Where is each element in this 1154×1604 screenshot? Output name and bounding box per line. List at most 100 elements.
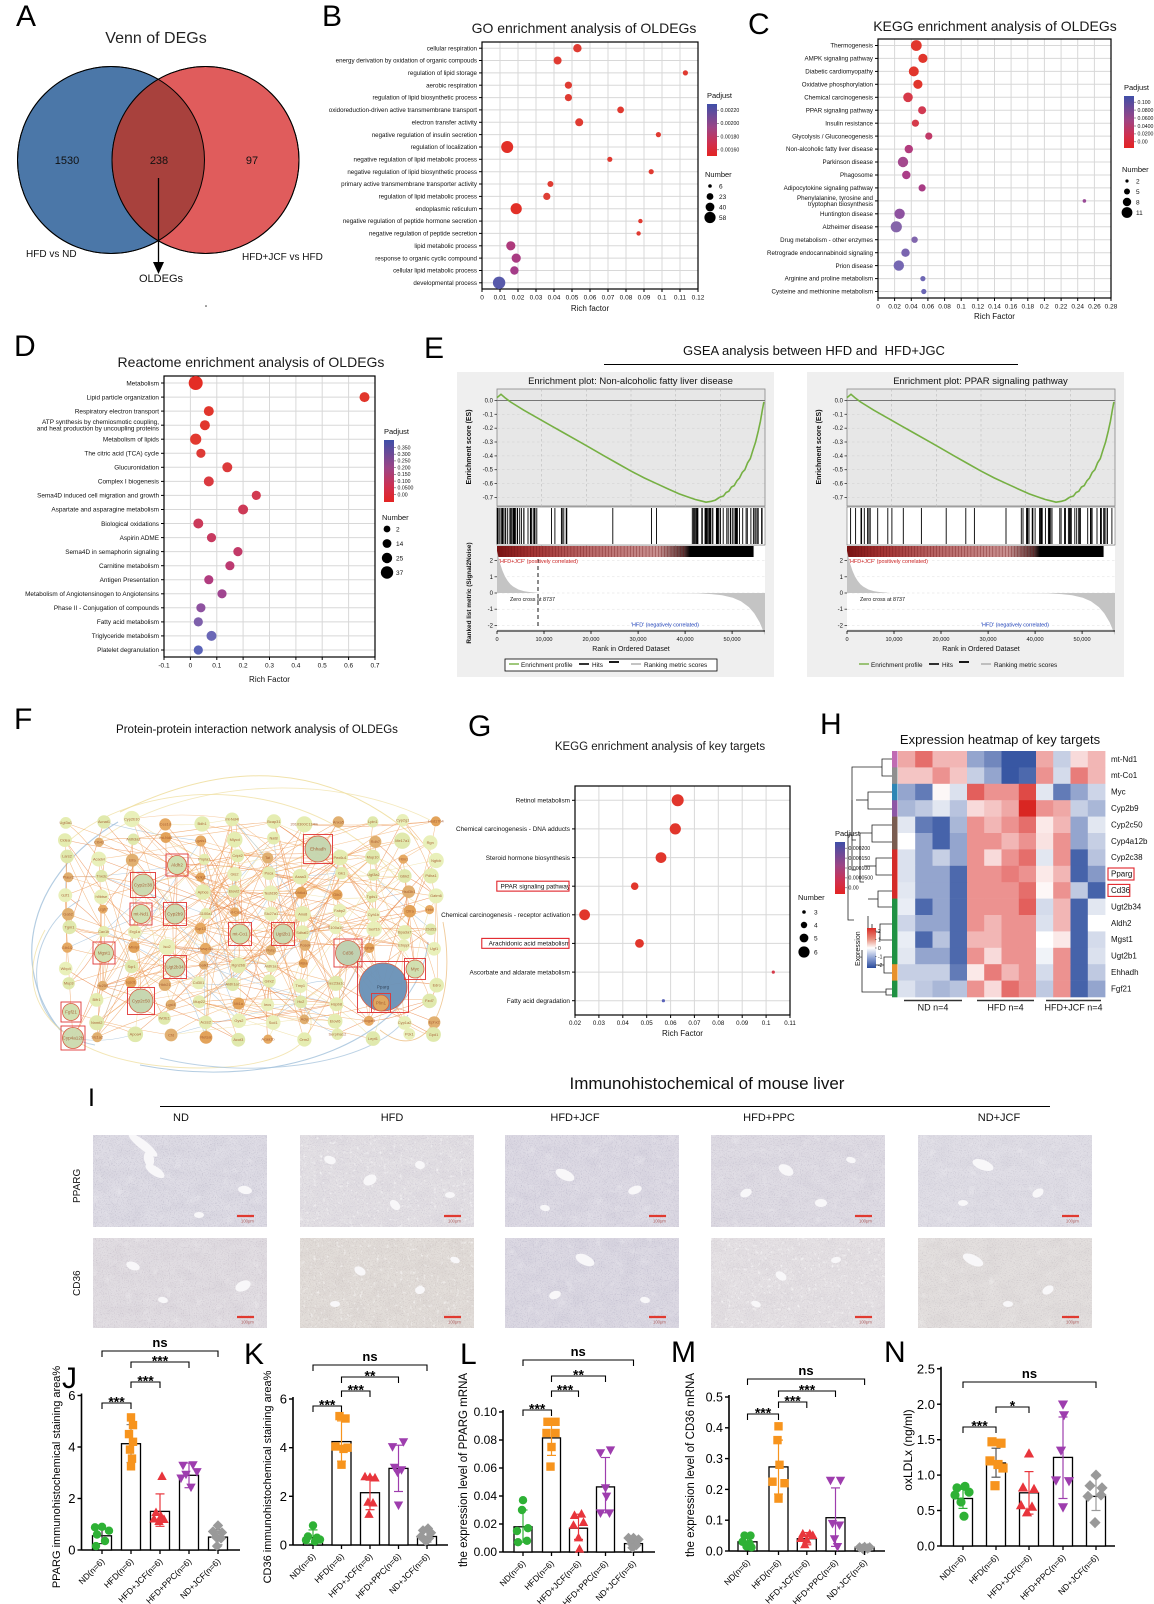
svg-text:0.06: 0.06 [474, 1461, 498, 1475]
svg-text:**: ** [365, 1368, 376, 1384]
svg-text:0.4: 0.4 [706, 1421, 723, 1435]
svg-text:0.05: 0.05 [566, 295, 579, 302]
svg-text:0.0500: 0.0500 [398, 486, 414, 492]
svg-text:0.1: 0.1 [212, 663, 221, 670]
svg-text:1: 1 [490, 575, 494, 581]
svg-text:Indig1: Indig1 [195, 874, 206, 879]
svg-text:0: 0 [876, 304, 880, 311]
svg-text:-0.7: -0.7 [833, 495, 844, 501]
svg-text:0: 0 [189, 663, 193, 670]
svg-text:oxidoreduction-driven active t: oxidoreduction-driven active transmembra… [329, 107, 478, 114]
svg-text:Insulin resistance: Insulin resistance [825, 120, 873, 127]
svg-text:OLDEGs: OLDEGs [139, 273, 184, 285]
svg-text:ATP synthesis by chemiosmotic: ATP synthesis by chemiosmotic coupling, [42, 419, 159, 426]
svg-text:Aldh3a2: Aldh3a2 [126, 837, 140, 842]
svg-text:Fzd7: Fzd7 [425, 998, 434, 1003]
svg-text:Chemical carcinogenesis - DNA: Chemical carcinogenesis - DNA adducts [456, 826, 570, 833]
svg-text:Ranked list metric (Signal2Noi: Ranked list metric (Signal2Noise) [466, 542, 473, 643]
svg-text:Ugt3a1: Ugt3a1 [60, 820, 73, 825]
svg-text:***: *** [319, 1397, 336, 1413]
svg-text:0.04: 0.04 [474, 1489, 498, 1503]
svg-text:Bifr1: Bifr1 [93, 997, 101, 1002]
svg-text:Pex6u1: Pex6u1 [333, 855, 346, 860]
svg-text:4: 4 [68, 1440, 75, 1455]
svg-text:Cyp2b9: Cyp2b9 [1111, 804, 1139, 813]
svg-text:***: *** [784, 1393, 801, 1409]
svg-text:cellular lipid metabolic proce: cellular lipid metabolic process [393, 268, 477, 275]
svg-text:-0.1: -0.1 [483, 412, 494, 418]
svg-text:Biological oxidations: Biological oxidations [101, 521, 159, 528]
svg-text:-0.1: -0.1 [158, 663, 170, 670]
svg-text:30,000: 30,000 [630, 637, 647, 643]
svg-text:Cyp4a12b: Cyp4a12b [1111, 837, 1148, 846]
svg-text:11: 11 [1136, 210, 1143, 217]
svg-text:2010300C11Rik: 2010300C11Rik [290, 822, 318, 827]
svg-text:negative regulation of peptide: negative regulation of peptide hormone s… [343, 218, 478, 225]
svg-text:***: *** [152, 1353, 169, 1369]
svg-text:Nnmt2: Nnmt2 [91, 1020, 102, 1025]
svg-text:Ranking metric scores: Ranking metric scores [994, 662, 1057, 669]
svg-text:0.250: 0.250 [398, 459, 411, 465]
svg-text:-0.2: -0.2 [483, 426, 494, 432]
svg-text:Fatty acid metabolism: Fatty acid metabolism [97, 619, 159, 626]
svg-text:Glb1l2: Glb1l2 [62, 945, 73, 950]
svg-text:0.04: 0.04 [548, 295, 561, 302]
svg-text:0.06: 0.06 [665, 1020, 678, 1027]
svg-text:Hsd3b1: Hsd3b1 [402, 889, 415, 894]
svg-text:Huntington disease: Huntington disease [820, 211, 874, 218]
svg-text:Complex I biogenesis: Complex I biogenesis [98, 479, 159, 486]
svg-text:KEGG enrichment analysis of OL: KEGG enrichment analysis of OLDEGs [873, 18, 1117, 34]
svg-text:Oxidative phosphorylation: Oxidative phosphorylation [802, 82, 874, 89]
svg-text:0.02: 0.02 [512, 295, 525, 302]
svg-text:lipid metabolic process: lipid metabolic process [414, 243, 477, 250]
svg-text:Ehhadh: Ehhadh [310, 846, 326, 851]
svg-text:'HFD' (negatively correlated): 'HFD' (negatively correlated) [631, 623, 699, 629]
svg-text:Prion disease: Prion disease [836, 263, 874, 270]
svg-text:***: *** [137, 1373, 154, 1389]
svg-text:'HFD+JCF' (positively correlat: 'HFD+JCF' (positively correlated) [849, 559, 928, 565]
svg-text:Ugt2b34: Ugt2b34 [166, 964, 184, 969]
svg-text:Metabolism of Angiotensinogen: Metabolism of Angiotensinogen to Angiote… [25, 591, 159, 598]
svg-text:Ugt2b1: Ugt2b1 [276, 931, 291, 936]
svg-text:ND n=4: ND n=4 [918, 1003, 949, 1013]
svg-text:2.0: 2.0 [917, 1397, 935, 1412]
svg-text:0.28: 0.28 [1105, 304, 1118, 311]
svg-text:0.4: 0.4 [291, 663, 300, 670]
svg-text:238: 238 [150, 155, 168, 167]
svg-text:97: 97 [246, 155, 258, 167]
svg-text:Pparg: Pparg [377, 984, 390, 989]
svg-text:Acly: Acly [301, 1017, 308, 1022]
svg-text:0.0200: 0.0200 [1138, 132, 1154, 138]
svg-text:Serpina12: Serpina12 [329, 1032, 347, 1037]
svg-text:Lipid particle organization: Lipid particle organization [87, 394, 160, 401]
svg-text:***: *** [108, 1394, 125, 1410]
svg-text:-2: -2 [838, 623, 844, 629]
svg-text:***: *** [348, 1382, 365, 1398]
svg-text:Gab2: Gab2 [63, 912, 73, 917]
svg-text:Cyp2c38: Cyp2c38 [1111, 853, 1143, 862]
svg-text:0.2: 0.2 [1040, 304, 1049, 311]
svg-text:***: *** [529, 1401, 546, 1417]
svg-text:Lgsl4: Lgsl4 [166, 1002, 176, 1007]
svg-text:0.0600: 0.0600 [1138, 116, 1154, 122]
svg-text:Ano8: Ano8 [298, 911, 307, 916]
svg-text:0: 0 [280, 1538, 287, 1553]
svg-text:Mt1a: Mt1a [234, 1001, 243, 1006]
svg-text:regulation of lipid storage: regulation of lipid storage [408, 70, 478, 77]
svg-text:100μm: 100μm [653, 1320, 666, 1325]
svg-text:Aspirin ADME: Aspirin ADME [120, 535, 159, 542]
svg-text:Expression: Expression [855, 931, 862, 966]
svg-text:0.3: 0.3 [265, 663, 274, 670]
svg-text:Galk1: Galk1 [199, 962, 209, 967]
svg-text:Aspartate and asparagine metab: Aspartate and asparagine metabolism [51, 507, 159, 514]
svg-text:0.0: 0.0 [485, 399, 494, 405]
svg-text:3: 3 [814, 910, 818, 917]
svg-text:Zero cross at 8737: Zero cross at 8737 [860, 597, 905, 603]
svg-text:Steroid hormone biosynthesis: Steroid hormone biosynthesis [486, 855, 570, 862]
svg-text:Tmy1: Tmy1 [295, 983, 305, 988]
svg-text:Cyp4a12b: Cyp4a12b [63, 1035, 84, 1040]
svg-text:Phase II - Conjugation of comp: Phase II - Conjugation of compounds [54, 605, 159, 612]
svg-text:0.07: 0.07 [602, 295, 615, 302]
svg-text:Me17a1: Me17a1 [395, 838, 409, 843]
svg-text:Plin1: Plin1 [376, 1000, 387, 1005]
